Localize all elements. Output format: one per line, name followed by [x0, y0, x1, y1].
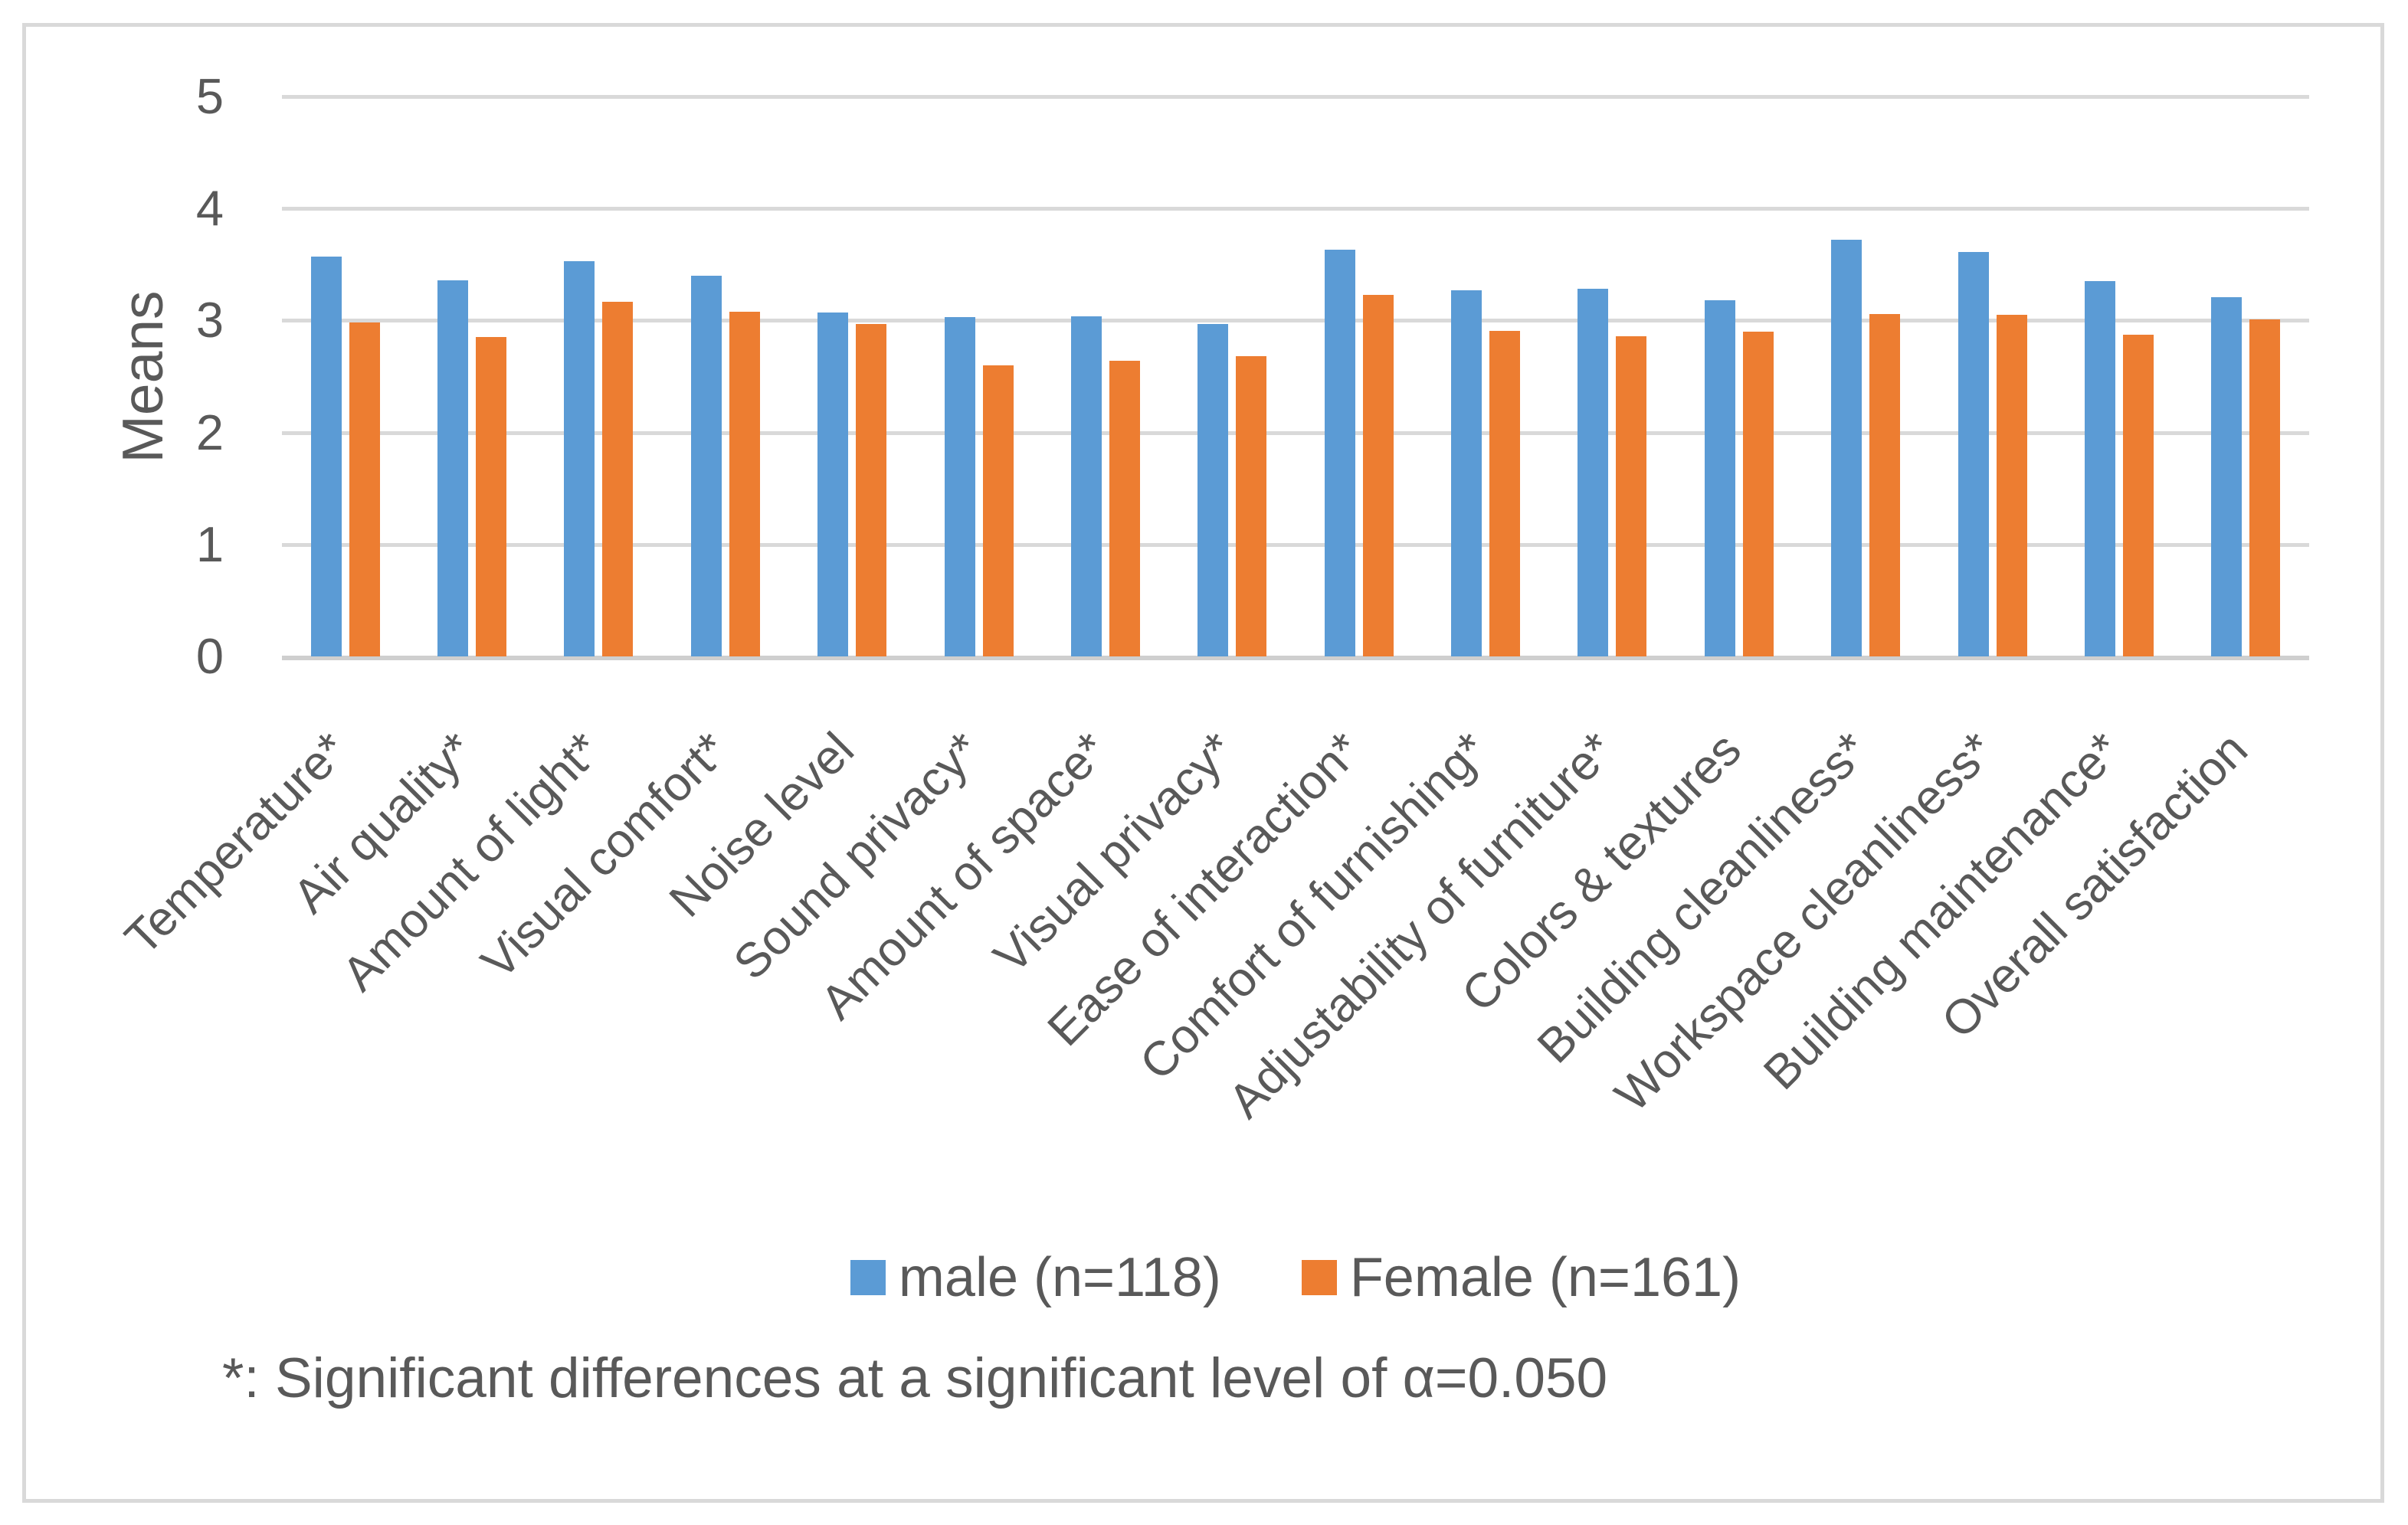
bar-male — [564, 261, 595, 656]
bar-female — [729, 312, 760, 656]
bar-male — [2085, 281, 2115, 656]
bar-male — [1831, 240, 1862, 656]
bar-female — [1363, 295, 1394, 656]
y-tick-label: 0 — [195, 628, 224, 684]
bar-female — [856, 324, 886, 656]
bar-male — [1197, 324, 1228, 656]
y-tick-label: 2 — [195, 404, 224, 460]
y-tick-label: 5 — [195, 68, 224, 124]
bar-male — [1071, 316, 1102, 656]
category-label: Temperature* — [114, 722, 358, 966]
chart-outer-border — [22, 23, 2384, 1503]
legend-marker-icon — [850, 1260, 886, 1295]
bar-male — [691, 276, 722, 656]
bar-female — [2249, 319, 2280, 656]
bar-female — [602, 302, 633, 656]
gridline — [282, 543, 2309, 547]
bar-female — [1743, 332, 1774, 656]
bar-male — [1958, 252, 1989, 656]
bar-male — [817, 313, 848, 656]
y-tick-label: 3 — [195, 292, 224, 348]
bar-female — [1997, 315, 2027, 656]
bar-female — [983, 365, 1014, 656]
bar-female — [476, 337, 506, 656]
legend-item-male: male (n=118) — [850, 1247, 1221, 1308]
y-tick-label: 4 — [195, 180, 224, 236]
bar-female — [349, 322, 380, 656]
gridline — [282, 95, 2309, 99]
gridline — [282, 207, 2309, 211]
bar-female — [1489, 331, 1520, 656]
bar-female — [1236, 356, 1266, 656]
bar-male — [311, 257, 342, 656]
bar-male — [1577, 289, 1608, 656]
legend-item-female: Female (n=161) — [1301, 1247, 1741, 1308]
bar-male — [1451, 290, 1482, 656]
y-axis-title: Means — [110, 290, 175, 463]
legend: male (n=118) Female (n=161) — [282, 1247, 2309, 1308]
bar-male — [2211, 297, 2242, 656]
y-tick-label: 1 — [195, 516, 224, 572]
gridline — [282, 431, 2309, 435]
bar-male — [437, 280, 468, 656]
legend-label: male (n=118) — [898, 1247, 1221, 1308]
legend-marker-icon — [1301, 1260, 1337, 1295]
bar-female — [2123, 335, 2154, 656]
bar-male — [945, 317, 975, 656]
significance-footnote: *: Significant differences at a signific… — [222, 1347, 1608, 1409]
bar-male — [1705, 300, 1735, 656]
gridline — [282, 319, 2309, 322]
legend-label: Female (n=161) — [1349, 1247, 1741, 1308]
bar-female — [1109, 361, 1140, 656]
bar-female — [1616, 336, 1646, 656]
bar-male — [1325, 250, 1355, 656]
bar-female — [1869, 314, 1900, 656]
x-axis-line — [282, 656, 2309, 660]
